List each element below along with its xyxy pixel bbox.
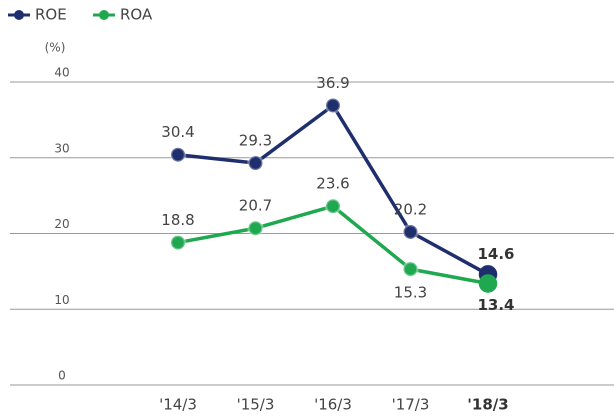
- data-point: [402, 260, 419, 278]
- data-point: [402, 223, 419, 241]
- y-tick-label: 0: [58, 369, 66, 383]
- legend-marker: [99, 10, 109, 20]
- legend-label: ROA: [120, 6, 153, 24]
- data-point: [478, 274, 498, 293]
- y-tick-label: 10: [54, 293, 69, 307]
- data-label: 20.7: [239, 197, 272, 215]
- x-tick-label: '18/3: [467, 396, 508, 414]
- x-tick-label: '16/3: [314, 396, 352, 414]
- data-point: [247, 154, 264, 172]
- data-label: 29.3: [239, 132, 272, 150]
- legend-label: ROE: [35, 6, 67, 24]
- y-tick-label: 30: [54, 141, 69, 155]
- legend-marker: [14, 10, 24, 20]
- data-label: 30.4: [161, 123, 194, 141]
- data-label: 13.4: [477, 296, 514, 314]
- data-label: 15.3: [394, 284, 427, 302]
- y-axis-label: (%): [45, 41, 66, 55]
- x-tick-label: '17/3: [392, 396, 430, 414]
- x-tick-label: '14/3: [159, 396, 197, 414]
- data-label: 18.8: [161, 211, 194, 229]
- data-label: 14.6: [477, 245, 514, 263]
- data-point: [324, 97, 342, 114]
- y-tick-label: 40: [54, 66, 69, 80]
- data-label: 36.9: [316, 74, 349, 92]
- y-tick-label: 20: [54, 217, 69, 231]
- data-point: [169, 146, 187, 163]
- data-point: [169, 234, 187, 251]
- series-line: [177, 204, 489, 286]
- data-point: [247, 219, 264, 237]
- data-point: [324, 197, 342, 215]
- data-label: 23.6: [316, 175, 349, 193]
- data-label: 20.2: [394, 200, 427, 218]
- x-tick-label: '15/3: [237, 396, 275, 414]
